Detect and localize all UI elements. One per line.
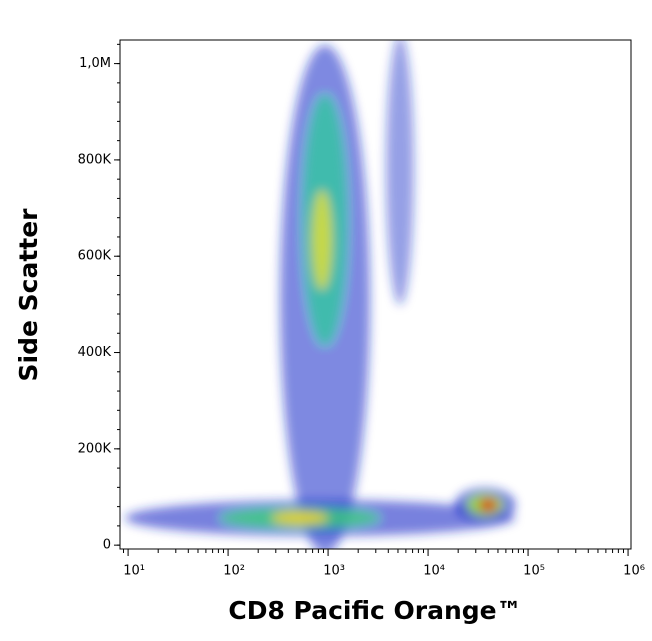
y-axis-title: Side Scatter	[14, 208, 43, 382]
x-tick-label: 10⁶	[623, 564, 645, 579]
y-tick-label: 800K	[78, 152, 112, 167]
y-tick-label: 600K	[78, 249, 112, 264]
x-tick-label: 10³	[323, 564, 345, 579]
y-tick-label: 400K	[78, 345, 112, 360]
x-tick-label: 10⁴	[423, 564, 445, 579]
density-region	[386, 40, 414, 305]
y-tick-label: 0	[103, 538, 111, 553]
y-tick-label: 200K	[78, 441, 112, 456]
density-region	[272, 512, 328, 524]
y-tick-label: 1,0M	[79, 56, 111, 71]
density-region	[312, 190, 332, 290]
x-tick-label: 10²	[223, 564, 245, 579]
x-axis-title: CD8 Pacific Orange™	[228, 596, 521, 625]
x-tick-label: 10¹	[123, 564, 145, 579]
x-tick-label: 10⁵	[523, 564, 545, 579]
density-region	[479, 499, 497, 511]
density-plot	[125, 40, 515, 549]
plot-frame	[119, 39, 632, 550]
